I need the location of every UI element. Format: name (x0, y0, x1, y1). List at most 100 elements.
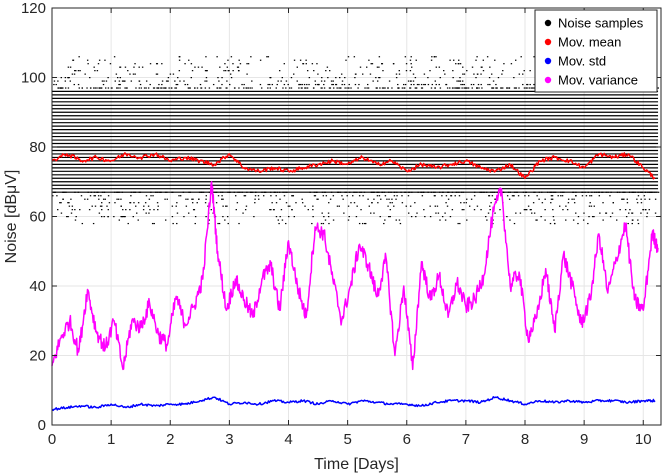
noise-sample-point (513, 87, 516, 89)
noise-sample-point (461, 80, 464, 82)
noise-sample-point (593, 216, 595, 218)
noise-sample-point (381, 191, 384, 193)
noise-sample-point (489, 205, 491, 207)
noise-sample-point (215, 191, 218, 193)
noise-sample-point (194, 66, 196, 68)
noise-sample-point (184, 63, 186, 65)
noise-sample-point (148, 212, 150, 214)
noise-sample-point (221, 198, 223, 200)
noise-sample-point (218, 222, 221, 225)
noise-sample-point (347, 219, 350, 221)
noise-sample-point (409, 87, 411, 89)
noise-sample-point (433, 195, 436, 197)
noise-sample-point (343, 212, 345, 214)
noise-sample-point (121, 80, 124, 82)
noise-sample-point (77, 70, 80, 72)
noise-sample-point (77, 191, 80, 193)
noise-sample-point (321, 77, 323, 79)
noise-sample-point (336, 87, 338, 89)
noise-sample-point (572, 191, 575, 193)
noise-sample-point (482, 70, 485, 72)
noise-sample-point (557, 195, 559, 197)
noise-sample-point (389, 209, 392, 211)
noise-sample-point (152, 195, 154, 197)
noise-sample-point (299, 83, 302, 86)
noise-sample-point (476, 73, 479, 75)
noise-sample-point (233, 191, 235, 193)
noise-sample-point (302, 63, 304, 65)
noise-sample-point (261, 191, 263, 193)
noise-sample-point (134, 63, 136, 65)
noise-sample-point (459, 63, 462, 65)
noise-sample-point (373, 212, 375, 214)
noise-sample-point (347, 56, 350, 58)
noise-sample-point (290, 87, 293, 89)
noise-sample-point (648, 191, 651, 193)
noise-sample-point (609, 195, 611, 197)
noise-sample-point (473, 195, 476, 197)
noise-sample-point (157, 209, 159, 211)
noise-sample-point (430, 87, 433, 89)
noise-sample-point (646, 216, 648, 218)
series-line-mov-variance (51, 180, 659, 371)
noise-sample-point (519, 212, 522, 214)
noise-sample-point (323, 216, 325, 218)
noise-sample-point (193, 209, 196, 211)
noise-sample-point (414, 87, 417, 89)
noise-sample-point (525, 191, 527, 193)
noise-sample-point (502, 70, 504, 72)
series-lines (51, 152, 659, 412)
noise-sample-point (94, 87, 97, 89)
noise-sample-point (444, 73, 446, 75)
noise-sample-point (187, 212, 190, 214)
noise-sample-point (116, 191, 119, 193)
noise-sample-point (360, 209, 362, 211)
noise-sample-point (378, 191, 380, 193)
noise-sample-point (204, 80, 206, 82)
noise-sample-point (405, 205, 407, 207)
noise-sample-point (138, 87, 140, 89)
noise-sample-point (103, 216, 105, 218)
noise-sample-point (324, 219, 327, 221)
noise-sample-point (60, 77, 62, 79)
noise-sample-point (567, 202, 570, 204)
noise-sample-point (358, 83, 360, 86)
noise-sample-point (312, 209, 314, 211)
noise-sample-point (255, 191, 257, 193)
noise-sample-point (340, 73, 343, 75)
noise-sample-point (616, 191, 619, 193)
noise-sample-point (622, 198, 624, 200)
noise-sample-point (175, 205, 177, 207)
noise-sample-point (122, 216, 124, 218)
noise-sample-point (286, 191, 288, 193)
noise-sample-point (376, 66, 379, 68)
noise-sample-point (135, 87, 137, 89)
noise-sample-point (628, 191, 631, 193)
noise-sample-point (647, 191, 649, 193)
noise-sample-point (145, 212, 147, 214)
noise-sample-point (222, 205, 224, 207)
noise-sample-point (544, 198, 546, 200)
noise-sample-point (71, 73, 74, 75)
noise-sample-point (530, 87, 532, 89)
noise-sample-point (501, 73, 503, 75)
noise-sample-point (421, 195, 424, 197)
noise-sample-point (655, 191, 657, 193)
noise-sample-point (370, 191, 372, 193)
noise-sample-point (62, 191, 65, 193)
noise-sample-point (398, 87, 400, 89)
noise-sample-point (422, 191, 424, 193)
noise-sample-point (241, 191, 243, 193)
noise-sample-point (395, 73, 398, 75)
noise-sample-point (296, 80, 298, 82)
noise-sample-point (460, 191, 463, 193)
noise-sample-point (432, 191, 435, 193)
noise-sample-point (522, 83, 524, 86)
noise-sample-point (544, 209, 546, 211)
noise-sample-point (221, 83, 223, 86)
noise-sample-point (161, 83, 163, 86)
noise-sample-point (404, 87, 406, 89)
noise-sample-point (348, 83, 350, 86)
noise-sample-point (480, 83, 482, 86)
noise-sample-point (472, 83, 475, 86)
